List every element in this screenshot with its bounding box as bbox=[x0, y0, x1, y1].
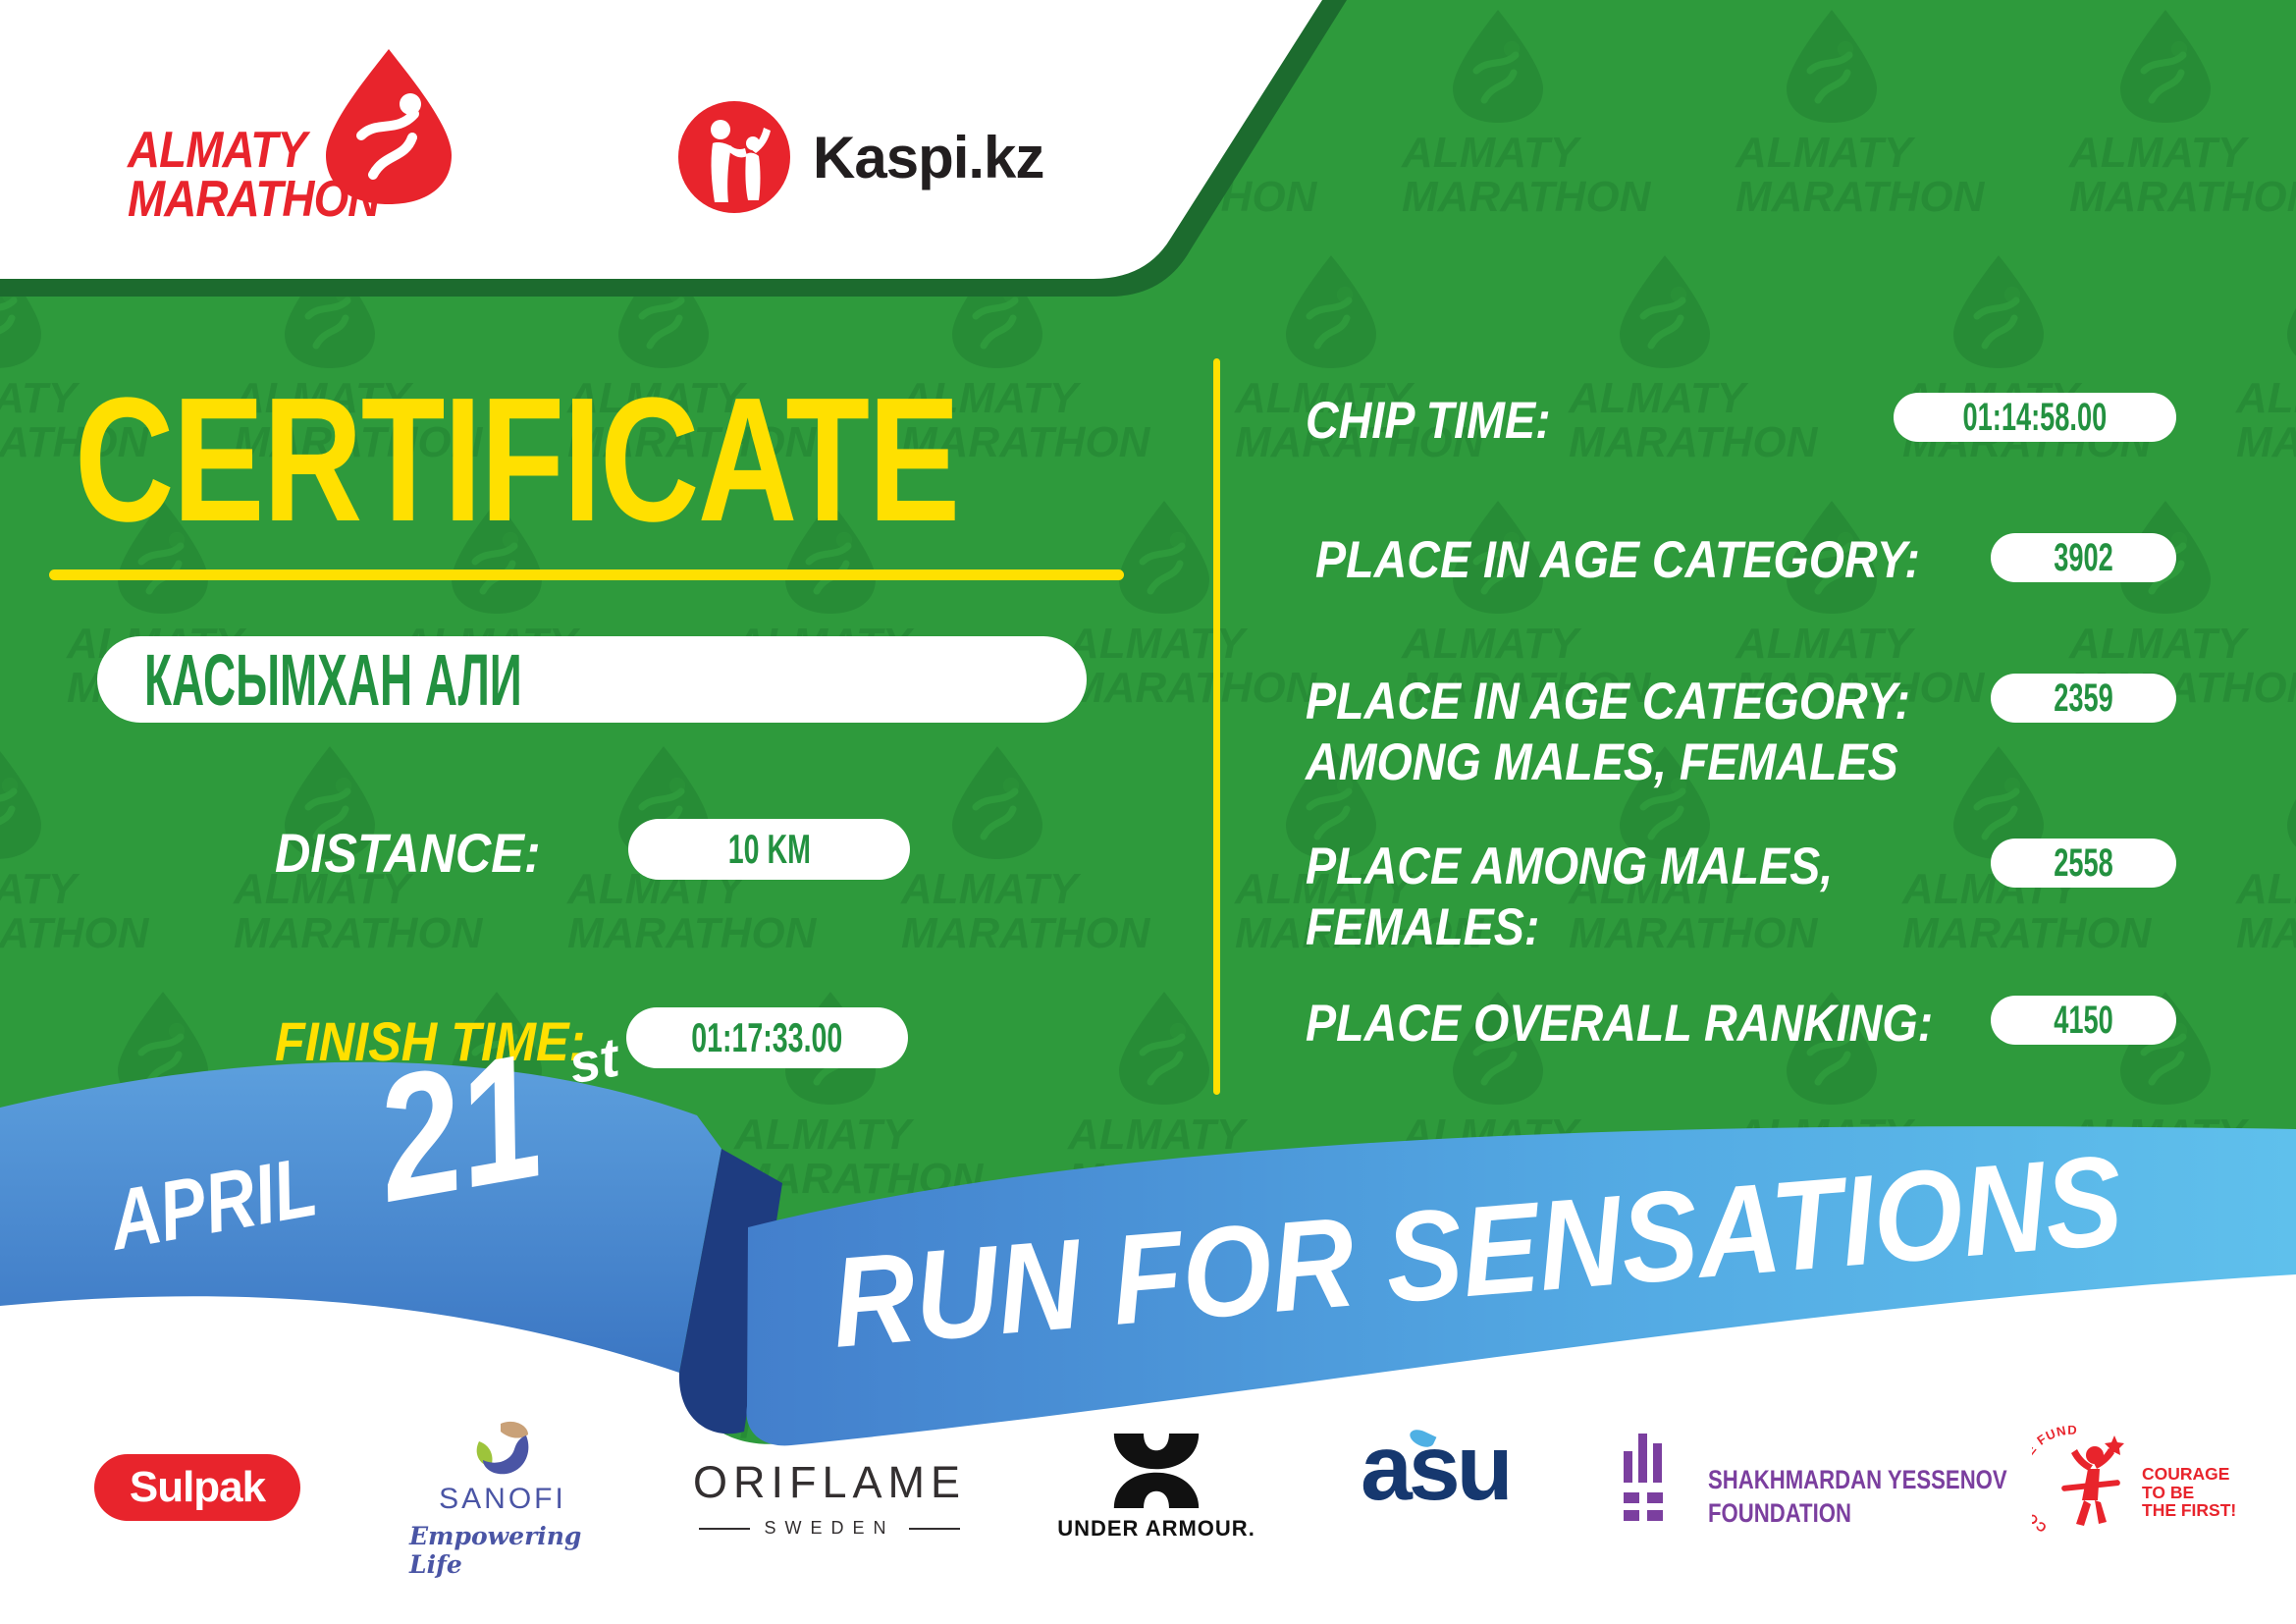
result-label: CHIP TIME: bbox=[1306, 392, 1551, 450]
asu-part1: a bbox=[1361, 1416, 1413, 1520]
sanofi-tagline: Empowering Life bbox=[409, 1522, 582, 1579]
oriflame-rule bbox=[699, 1527, 751, 1530]
almaty-teardrop-runner-icon bbox=[326, 49, 452, 204]
result-value-pill: 2359 bbox=[1991, 674, 2176, 723]
footer-white-area bbox=[0, 1265, 2296, 1624]
certificate-title: CERTIFICATE bbox=[75, 361, 960, 559]
sponsor-logo-sanofi: SANOFI Empowering Life bbox=[409, 1420, 596, 1579]
yessenov-line1: SHAKHMARDAN YESSENOV bbox=[1708, 1465, 2007, 1494]
date-day: 21 bbox=[362, 1016, 557, 1240]
sanofi-emblem-icon bbox=[476, 1421, 529, 1475]
distance-label: DISTANCE: bbox=[275, 822, 541, 884]
sponsor-logo-courage: COURAGE TO BE THE FIRST! bbox=[2142, 1465, 2236, 1520]
result-value: 4150 bbox=[2054, 998, 2113, 1042]
result-value-pill: 2558 bbox=[1991, 839, 2176, 888]
result-label: PLACE IN AGE CATEGORY: bbox=[1315, 531, 1920, 589]
sponsor-logo-under-armour: UNDER ARMOUR. bbox=[1057, 1434, 1255, 1542]
result-value-pill: 3902 bbox=[1991, 533, 2176, 582]
yessenov-line2: FOUNDATION bbox=[1708, 1498, 1851, 1528]
result-label: PLACE IN AGE CATEGORY: AMONG MALES, FEMA… bbox=[1306, 673, 1910, 791]
result-value: 01:14:58.00 bbox=[1962, 395, 2108, 439]
finish-time-value-pill: 01:17:33.00 bbox=[626, 1007, 908, 1068]
sanofi-name: SANOFI bbox=[439, 1483, 566, 1515]
kaspi-icon bbox=[678, 101, 790, 213]
distance-value: 10 KM bbox=[727, 826, 811, 872]
sponsor-logo-asu: a su bbox=[1361, 1422, 1514, 1515]
date-month: APRIL bbox=[102, 1139, 324, 1269]
courage-fund-icon: CORPORATE FUND bbox=[2032, 1426, 2124, 1536]
sponsor-logo-oriflame: ORIFLAME SWEDEN bbox=[687, 1457, 972, 1539]
title-underline bbox=[49, 569, 1124, 580]
results-divider bbox=[1213, 358, 1220, 1095]
yessenov-foundation-icon bbox=[1624, 1434, 1663, 1521]
under-armour-name: UNDER ARMOUR. bbox=[1057, 1516, 1255, 1541]
finish-time-value: 01:17:33.00 bbox=[691, 1014, 843, 1060]
sponsor-logo-sulpak: Sulpak bbox=[94, 1454, 300, 1521]
sponsor-logo-yessenov: SHAKHMARDAN YESSENOV FOUNDATION bbox=[1708, 1463, 2007, 1530]
ribbon-left-segment bbox=[0, 1061, 721, 1373]
svg-text:CORPORATE FUND: CORPORATE FUND bbox=[2032, 1426, 2078, 1536]
result-label: PLACE OVERALL RANKING: bbox=[1306, 995, 1934, 1053]
distance-value-pill: 10 KM bbox=[628, 819, 910, 880]
ribbon-right-segment bbox=[746, 1126, 2296, 1446]
almaty-logo-line1: ALMATY bbox=[128, 122, 307, 179]
result-value-pill: 01:14:58.00 bbox=[1894, 393, 2176, 442]
courage-line1: COURAGE bbox=[2142, 1464, 2230, 1484]
participant-name-field: КАСЫМХАН АЛИ bbox=[97, 636, 1087, 723]
result-value: 3902 bbox=[2054, 535, 2113, 579]
result-value: 2558 bbox=[2054, 840, 2113, 885]
participant-name: КАСЫМХАН АЛИ bbox=[144, 638, 522, 721]
oriflame-name: ORIFLAME bbox=[692, 1457, 967, 1507]
finish-time-label: FINISH TIME: bbox=[275, 1010, 586, 1072]
under-armour-icon bbox=[1113, 1434, 1200, 1508]
result-value: 2359 bbox=[2054, 676, 2113, 720]
kaspi-logo-text: Kaspi.kz bbox=[813, 125, 1044, 190]
courage-arc-text: CORPORATE FUND bbox=[2032, 1426, 2077, 1536]
oriflame-subtitle: SWEDEN bbox=[764, 1518, 895, 1538]
ribbon-fold bbox=[678, 1149, 782, 1435]
result-label: PLACE AMONG MALES, FEMALES: bbox=[1306, 838, 1834, 956]
result-value-pill: 4150 bbox=[1991, 996, 2176, 1045]
ribbon-graphic bbox=[0, 1061, 2296, 1624]
courage-line3: THE FIRST! bbox=[2142, 1500, 2237, 1520]
oriflame-rule bbox=[908, 1527, 960, 1530]
header-panel bbox=[0, 0, 1347, 297]
courage-line2: TO BE bbox=[2142, 1482, 2195, 1502]
